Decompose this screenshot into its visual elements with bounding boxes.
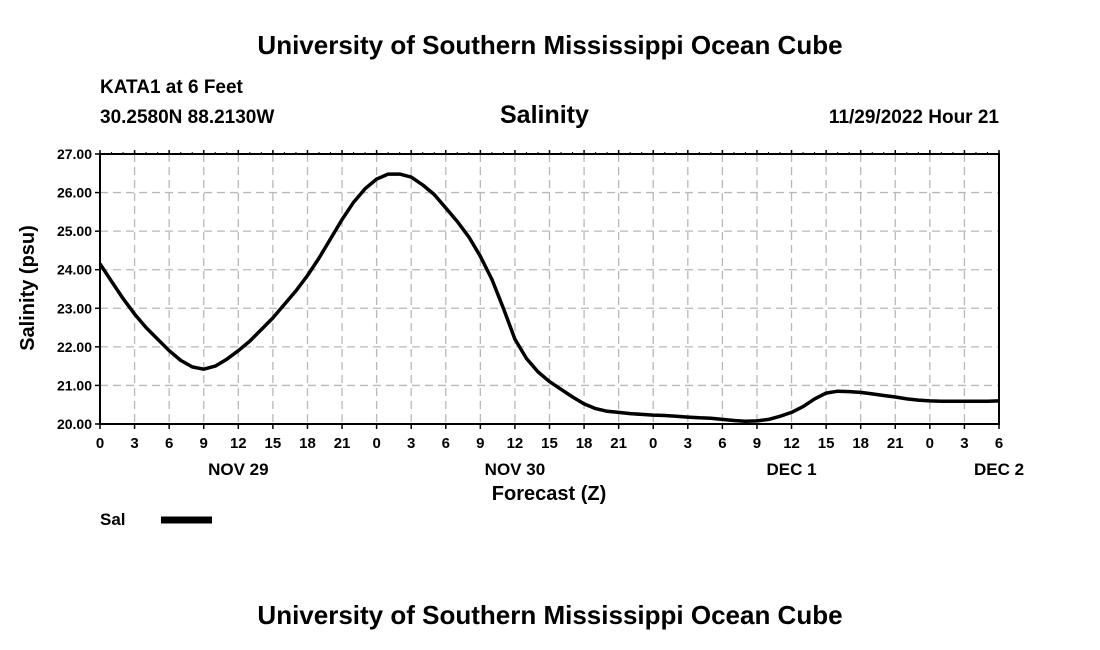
y-tick-label: 21.00 — [57, 377, 92, 393]
x-tick-label: 15 — [818, 435, 835, 452]
x-tick-label: 18 — [576, 435, 593, 452]
y-tick-label: 23.00 — [57, 300, 92, 316]
x-tick-label: 0 — [372, 435, 380, 452]
grid-lines — [100, 154, 999, 424]
x-tick-label: 3 — [684, 435, 692, 452]
x-tick-label: 0 — [96, 435, 104, 452]
legend-label: Sal — [100, 510, 126, 529]
x-tick-label: 9 — [753, 435, 761, 452]
x-axis: 0 3 6 9 12 15 18 21 0 3 6 9 12 15 18 21 0 3 6 9 12 15 18 21 0 3 6 — [96, 150, 1003, 452]
y-tick-label: 24.00 — [57, 262, 92, 278]
x-tick-label: 3 — [960, 435, 968, 452]
datetime-label: 11/29/2022 Hour 21 — [828, 107, 999, 128]
x-tick-label: 6 — [165, 435, 173, 452]
x-axis-label: Forecast (Z) — [492, 483, 606, 505]
y-tick-label: 26.00 — [57, 185, 92, 201]
x-tick-label: 6 — [442, 435, 450, 452]
x-tick-label: 15 — [265, 435, 282, 452]
x-tick-label: 21 — [887, 435, 904, 452]
chart-title: Salinity — [500, 101, 589, 129]
x-tick-label: 12 — [507, 435, 524, 452]
y-tick-label: 22.00 — [57, 339, 92, 355]
station-label: KATA1 at 6 Feet — [100, 77, 243, 98]
x-tick-label: 12 — [783, 435, 800, 452]
x-tick-label: 18 — [299, 435, 316, 452]
y-tick-label: 20.00 — [57, 416, 92, 432]
x-tick-label: 3 — [130, 435, 138, 452]
x-tick-label: 18 — [852, 435, 869, 452]
x-tick-label: 6 — [995, 435, 1003, 452]
day-labels: NOV 29 NOV 30 DEC 1 DEC 2 — [208, 460, 1024, 479]
x-tick-label: 6 — [718, 435, 726, 452]
series-line-sal — [98, 172, 1000, 424]
top-title: University of Southern Mississippi Ocean… — [257, 30, 843, 60]
bottom-title: University of Southern Mississippi Ocean… — [257, 600, 843, 630]
coordinates-label: 30.2580N 88.2130W — [100, 107, 275, 128]
y-axis: 20.00 21.00 22.00 23.00 24.00 25.00 26.00 27.00 — [57, 146, 100, 432]
x-tick-label: 0 — [649, 435, 657, 452]
y-tick-label: 27.00 — [57, 146, 92, 162]
x-tick-label: 9 — [476, 435, 484, 452]
day-label: NOV 30 — [485, 460, 545, 479]
y-axis-label: Salinity (psu) — [17, 225, 39, 351]
x-tick-label: 21 — [334, 435, 351, 452]
x-tick-label: 12 — [230, 435, 247, 452]
x-tick-label: 3 — [407, 435, 415, 452]
x-tick-label: 0 — [926, 435, 934, 452]
day-label: NOV 29 — [208, 460, 268, 479]
x-tick-label: 21 — [610, 435, 627, 452]
day-label: DEC 2 — [974, 460, 1024, 479]
x-tick-label: 9 — [200, 435, 208, 452]
y-tick-label: 25.00 — [57, 223, 92, 239]
day-label: DEC 1 — [766, 460, 816, 479]
x-tick-label: 15 — [541, 435, 558, 452]
